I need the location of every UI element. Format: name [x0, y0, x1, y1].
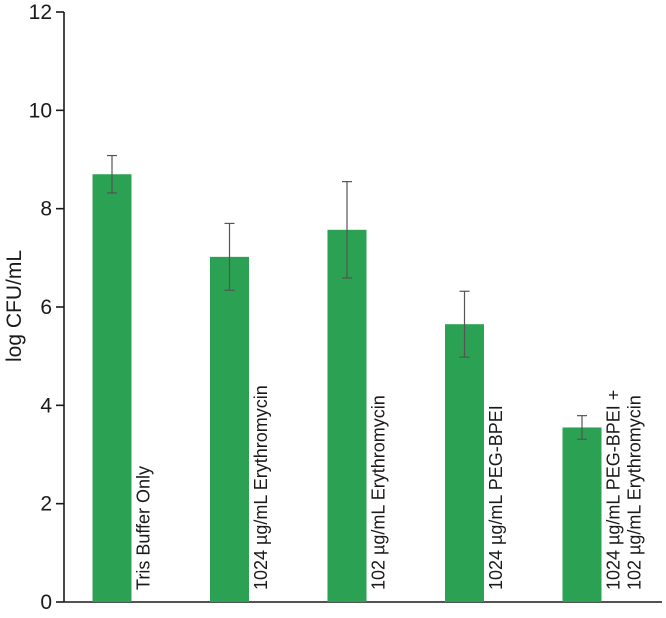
category-label-line: 1024 µg/mL PEG-BPEI +: [604, 390, 624, 590]
category-label-line: Tris Buffer Only: [134, 466, 154, 590]
category-label: Tris Buffer Only: [134, 466, 154, 590]
y-tick-label: 4: [40, 394, 52, 417]
category-label-line: 1024 µg/mL PEG-BPEI: [486, 405, 506, 590]
category-label-line: 102 µg/mL Erythromycin: [369, 395, 389, 590]
category-label: 1024 µg/mL PEG-BPEI: [486, 405, 506, 590]
y-tick-label: 12: [29, 1, 52, 24]
y-axis-title: log CFU/mL: [3, 250, 26, 362]
category-label: 1024 µg/mL Erythromycin: [251, 385, 271, 590]
bar-labels: Tris Buffer Only 1024 µg/mL Erythromycin 1…: [134, 385, 645, 590]
category-label-line: 1024 µg/mL Erythromycin: [251, 385, 271, 590]
bar: [92, 174, 132, 602]
y-tick-label: 8: [40, 198, 52, 221]
y-axis: 0 2 4 6 8 10 12: [29, 1, 65, 614]
bar: [445, 324, 484, 602]
y-tick-label: 0: [40, 591, 52, 614]
bar: [210, 256, 249, 602]
bar: [562, 427, 602, 602]
error-bars: [107, 154, 587, 440]
category-label-line: 102 µg/mL Erythromycin: [625, 395, 645, 590]
y-tick-label: 2: [40, 493, 52, 516]
category-label: 1024 µg/mL PEG-BPEI +102 µg/mL Erythromy…: [604, 390, 645, 590]
category-label: 102 µg/mL Erythromycin: [369, 395, 389, 590]
y-tick-label: 6: [40, 296, 52, 319]
y-tick-label: 10: [29, 99, 52, 122]
bar: [327, 229, 367, 602]
bars: [92, 174, 602, 602]
